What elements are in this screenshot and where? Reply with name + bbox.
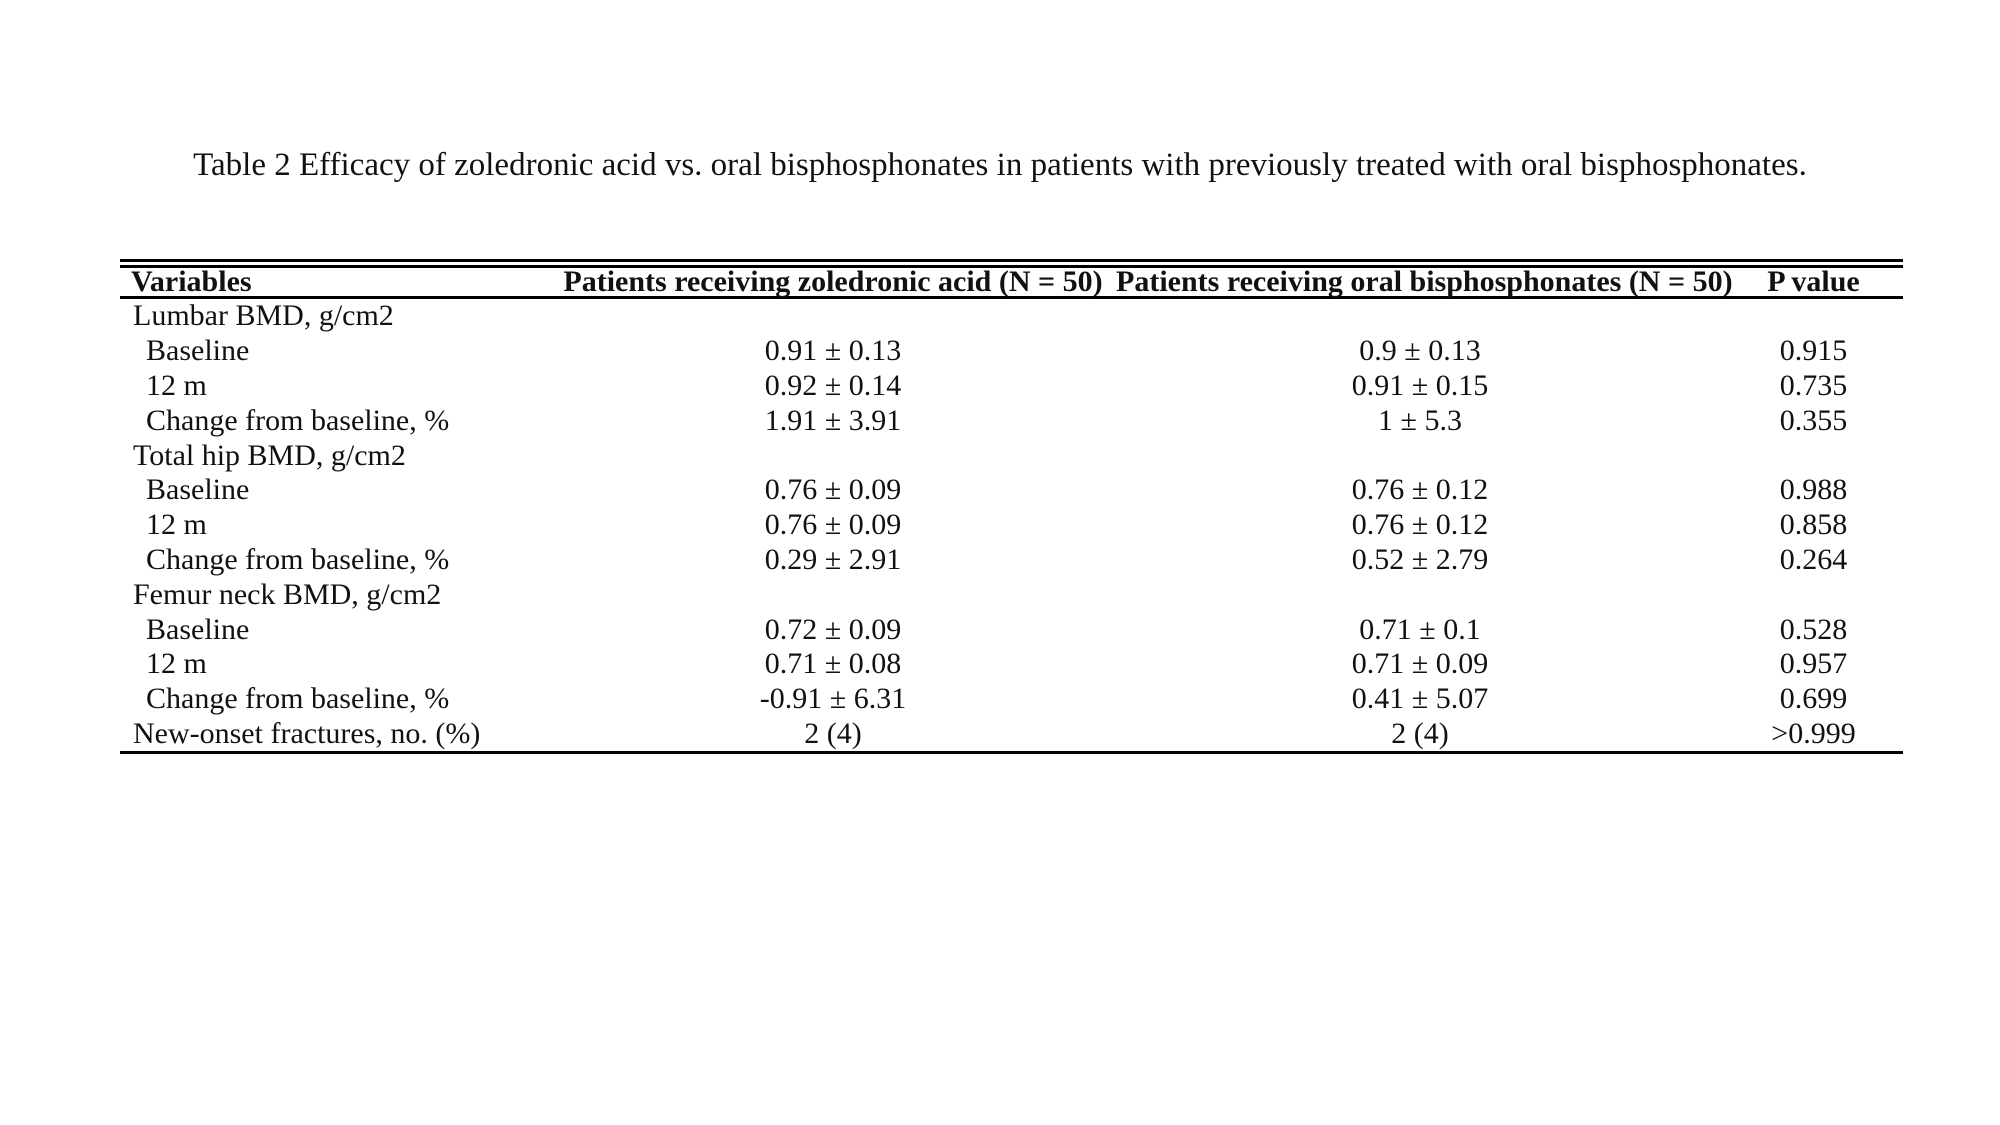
row-variable-cell: 12 m	[146, 508, 207, 542]
table-row: Femur neck BMD, g/cm2	[120, 577, 1903, 612]
table-top-rule-line-1	[120, 259, 1903, 262]
row-variable-cell: 12 m	[146, 368, 207, 402]
zoledronic-value-cell: 0.91 ± 0.13	[764, 334, 902, 368]
table-row: New-onset fractures, no. (%) 2 (4) 2 (4) >0…	[120, 717, 1903, 752]
table-row: Baseline 0.72 ± 0.09 0.71 ± 0.1 0.528	[120, 612, 1903, 647]
oral-bisphosphonates-value-cell: 0.41 ± 5.07	[1351, 682, 1489, 716]
row-variable-cell: Lumbar BMD, g/cm2	[133, 299, 394, 333]
oral-bisphosphonates-value-cell: 1 ± 5.3	[1378, 403, 1462, 437]
table-top-rule-gap	[120, 262, 1903, 265]
table-row: Change from baseline, % 1.91 ± 3.91 1 ± 5.…	[120, 403, 1903, 438]
table-top-rule	[120, 259, 1903, 268]
oral-bisphosphonates-value-cell: 0.71 ± 0.1	[1359, 612, 1481, 646]
results-table: Variables Patients receiving zoledronic …	[120, 259, 1903, 755]
column-header-zoledronic-acid: Patients receiving zoledronic acid (N = …	[563, 265, 1103, 298]
oral-bisphosphonates-value-cell: 2 (4)	[1391, 716, 1449, 750]
oral-bisphosphonates-value-cell: 0.91 ± 0.15	[1351, 368, 1489, 402]
column-header-variables: Variables	[131, 265, 252, 298]
oral-bisphosphonates-value-cell: 0.71 ± 0.09	[1351, 647, 1489, 681]
zoledronic-value-cell: 0.71 ± 0.08	[764, 647, 902, 681]
row-variable-cell: New-onset fractures, no. (%)	[133, 716, 481, 750]
table-row: Lumbar BMD, g/cm2	[120, 299, 1903, 334]
column-header-oral-bisphosphonates: Patients receiving oral bisphosphonates …	[1116, 265, 1733, 298]
table-body: Lumbar BMD, g/cm2 Baseline 0.91 ± 0.13 0.9 …	[120, 299, 1903, 751]
column-header-p-value: P value	[1767, 265, 1860, 298]
table-row: Baseline 0.91 ± 0.13 0.9 ± 0.13 0.915	[120, 334, 1903, 369]
p-value-cell: 0.699	[1779, 682, 1848, 716]
row-variable-cell: Baseline	[146, 334, 250, 368]
row-variable-cell: Total hip BMD, g/cm2	[133, 438, 406, 472]
oral-bisphosphonates-value-cell: 0.76 ± 0.12	[1351, 508, 1489, 542]
table-row: Change from baseline, % -0.91 ± 6.31 0.41 …	[120, 682, 1903, 717]
p-value-cell: 0.858	[1779, 508, 1848, 542]
table-row: Change from baseline, % 0.29 ± 2.91 0.52 ±…	[120, 543, 1903, 578]
row-variable-cell: Change from baseline, %	[146, 403, 450, 437]
zoledronic-value-cell: 0.76 ± 0.09	[764, 508, 902, 542]
table-row: Total hip BMD, g/cm2	[120, 438, 1903, 473]
p-value-cell: 0.355	[1779, 403, 1848, 437]
table-top-rule-line-2	[120, 265, 1903, 268]
row-variable-cell: 12 m	[146, 647, 207, 681]
p-value-cell: >0.999	[1771, 716, 1856, 750]
zoledronic-value-cell: -0.91 ± 6.31	[759, 682, 907, 716]
oral-bisphosphonates-value-cell: 0.76 ± 0.12	[1351, 473, 1489, 507]
row-variable-cell: Femur neck BMD, g/cm2	[133, 577, 442, 611]
oral-bisphosphonates-value-cell: 0.52 ± 2.79	[1351, 542, 1489, 576]
row-variable-cell: Baseline	[146, 612, 250, 646]
p-value-cell: 0.988	[1779, 473, 1848, 507]
p-value-cell: 0.735	[1779, 368, 1848, 402]
table-row: 12 m 0.71 ± 0.08 0.71 ± 0.09 0.957	[120, 647, 1903, 682]
zoledronic-value-cell: 1.91 ± 3.91	[764, 403, 902, 437]
oral-bisphosphonates-value-cell: 0.9 ± 0.13	[1359, 334, 1481, 368]
zoledronic-value-cell: 2 (4)	[804, 716, 862, 750]
table-header-rule	[120, 296, 1903, 299]
p-value-cell: 0.528	[1779, 612, 1848, 646]
p-value-cell: 0.957	[1779, 647, 1848, 681]
zoledronic-value-cell: 0.76 ± 0.09	[764, 473, 902, 507]
table-header-row: Variables Patients receiving zoledronic …	[120, 265, 1903, 298]
p-value-cell: 0.915	[1779, 334, 1848, 368]
table-row: Baseline 0.76 ± 0.09 0.76 ± 0.12 0.988	[120, 473, 1903, 508]
table-caption-text: Table 2 Efficacy of zoledronic acid vs. …	[193, 147, 1807, 183]
table-row: 12 m 0.76 ± 0.09 0.76 ± 0.12 0.858	[120, 508, 1903, 543]
zoledronic-value-cell: 0.29 ± 2.91	[764, 542, 902, 576]
table-caption: Table 2 Efficacy of zoledronic acid vs. …	[0, 146, 2000, 186]
table-row: 12 m 0.92 ± 0.14 0.91 ± 0.15 0.735	[120, 369, 1903, 404]
zoledronic-value-cell: 0.92 ± 0.14	[764, 368, 902, 402]
zoledronic-value-cell: 0.72 ± 0.09	[764, 612, 902, 646]
row-variable-cell: Change from baseline, %	[146, 542, 450, 576]
row-variable-cell: Baseline	[146, 473, 250, 507]
row-variable-cell: Change from baseline, %	[146, 682, 450, 716]
table-bottom-rule	[120, 751, 1903, 755]
p-value-cell: 0.264	[1779, 542, 1848, 576]
